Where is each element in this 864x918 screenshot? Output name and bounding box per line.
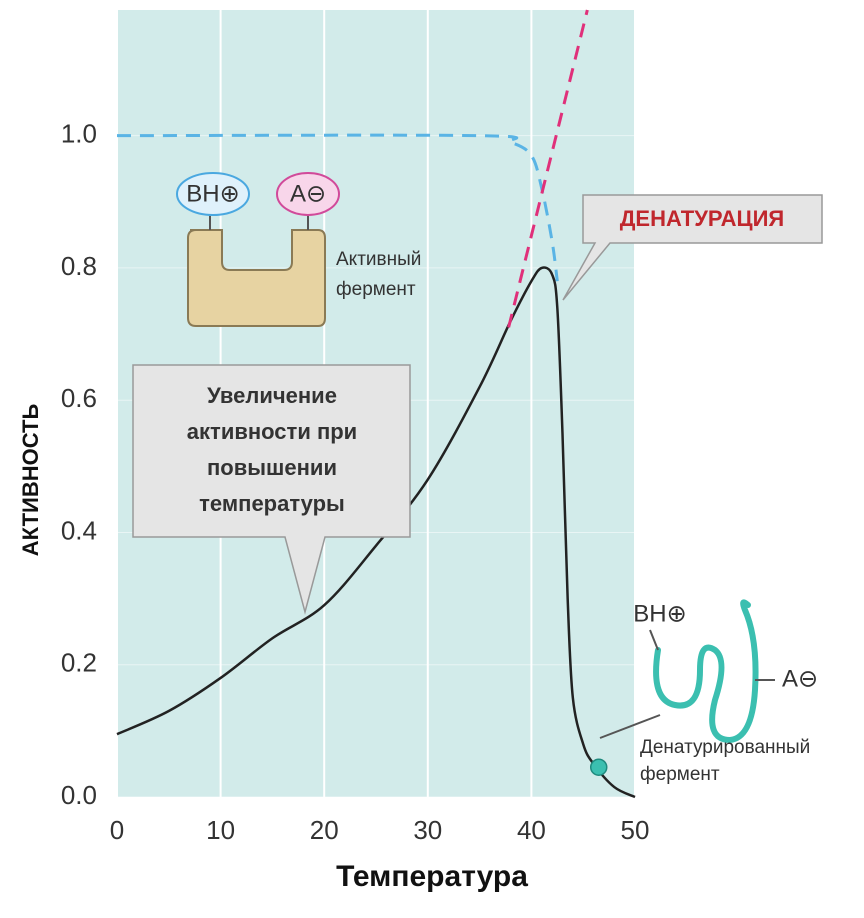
x-tick-label: 30 bbox=[413, 815, 442, 845]
connector bbox=[650, 630, 658, 650]
y-tick-label: 0.6 bbox=[61, 383, 97, 413]
x-axis-label: Температура bbox=[336, 860, 528, 893]
x-tick-label: 10 bbox=[206, 815, 235, 845]
callout-text: Увеличение bbox=[207, 383, 337, 408]
callout-text: активности при bbox=[187, 419, 357, 444]
y-tick-label: 0.8 bbox=[61, 251, 97, 281]
x-tick-label: 0 bbox=[110, 815, 124, 845]
y-tick-label: 0.4 bbox=[61, 515, 97, 545]
denatured-enzyme-label: Денатурированный bbox=[640, 737, 810, 758]
callout-text: температуры bbox=[199, 491, 345, 516]
y-axis-label: АКТИВНОСТЬ bbox=[18, 404, 43, 557]
x-tick-label: 20 bbox=[310, 815, 339, 845]
y-tick-label: 1.0 bbox=[61, 119, 97, 149]
active-enzyme-label: фермент bbox=[336, 279, 416, 300]
y-tick-label: 0.0 bbox=[61, 780, 97, 810]
denaturation-label: ДЕНАТУРАЦИЯ bbox=[620, 206, 784, 231]
x-tick-label: 50 bbox=[621, 815, 650, 845]
base-group-label: BH⊕ bbox=[186, 180, 239, 207]
base-group-label: BH⊕ bbox=[633, 600, 686, 627]
acid-group-label: A⊖ bbox=[290, 180, 326, 207]
callout-text: повышении bbox=[207, 455, 337, 480]
active-enzyme-label: Активный bbox=[336, 249, 421, 270]
denatured-enzyme-label: фермент bbox=[640, 764, 720, 785]
x-tick-label: 40 bbox=[517, 815, 546, 845]
acid-group-label: A⊖ bbox=[782, 665, 818, 692]
chart: 0 10 20 30 40 50 0.0 0.2 0.4 0.6 0.8 1.0 BH⊕ A⊖ Акт… bbox=[0, 0, 864, 918]
denatured-point bbox=[591, 759, 607, 775]
y-tick-label: 0.2 bbox=[61, 648, 97, 678]
